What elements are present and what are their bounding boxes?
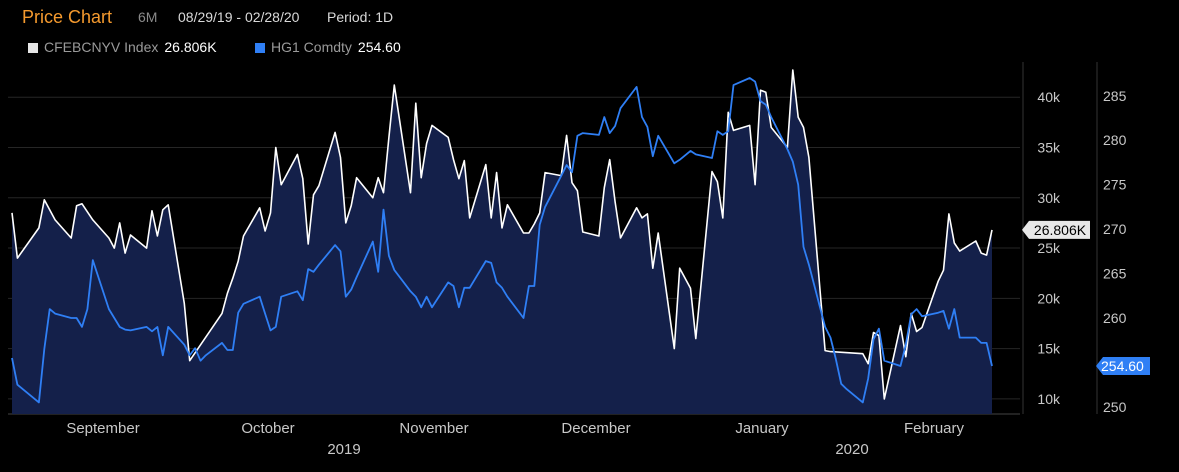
x-tick-label: February — [904, 420, 965, 437]
y-left-tick-label: 10k — [1037, 391, 1061, 407]
x-year-label: 2020 — [835, 441, 868, 458]
last-value-tag-white — [1022, 220, 1090, 239]
last-value-white-text: 26.806K — [1034, 222, 1087, 238]
legend-series-name: CFEBCNYV Index — [44, 39, 159, 55]
x-tick-label: December — [561, 420, 630, 437]
legend-item-hg1[interactable]: HG1 Comdty 254.60 — [255, 37, 401, 57]
y-left-tick-label: 25k — [1037, 240, 1061, 256]
x-year-label: 2019 — [327, 441, 360, 458]
y-right-tick-label: 285 — [1103, 88, 1127, 104]
x-tick-label: October — [241, 420, 294, 437]
chart-title: Price Chart — [22, 7, 113, 27]
last-value-tag-blue — [1096, 357, 1150, 375]
legend-item-cfebcnyv[interactable]: CFEBCNYV Index 26.806K — [28, 37, 217, 57]
x-tick-label: September — [66, 420, 139, 437]
legend-series-value: 254.60 — [357, 39, 401, 55]
cfebcnyv-line — [11, 69, 993, 400]
range-selector[interactable]: 6M — [138, 9, 158, 25]
period-selector[interactable]: Period: 1D — [327, 9, 394, 25]
y-left-tick-label: 40k — [1037, 89, 1061, 105]
y-right-tick-label: 280 — [1103, 132, 1127, 148]
hg1-line — [11, 77, 993, 404]
x-tick-label: November — [399, 420, 468, 437]
cfebcnyv-area — [12, 70, 992, 414]
y-left-tick-label: 35k — [1037, 139, 1061, 155]
y-left-tick-label: 15k — [1037, 341, 1061, 357]
legend-series-name: HG1 Comdty — [271, 39, 352, 55]
y-right-tick-label: 250 — [1103, 399, 1127, 415]
legend-series-value: 26.806K — [164, 39, 217, 55]
x-tick-label: January — [735, 420, 789, 437]
y-right-tick-label: 270 — [1103, 221, 1127, 237]
y-right-tick-label: 260 — [1103, 310, 1127, 326]
legend-swatch-blue — [255, 43, 265, 53]
date-range[interactable]: 08/29/19 - 02/28/20 — [178, 9, 300, 25]
y-right-tick-label: 265 — [1103, 266, 1127, 282]
legend-swatch-white — [28, 43, 38, 53]
y-left-tick-label: 20k — [1037, 290, 1061, 306]
y-right-tick-label: 275 — [1103, 177, 1127, 193]
last-value-blue-text: 254.60 — [1101, 358, 1144, 374]
y-left-tick-label: 30k — [1037, 190, 1061, 206]
